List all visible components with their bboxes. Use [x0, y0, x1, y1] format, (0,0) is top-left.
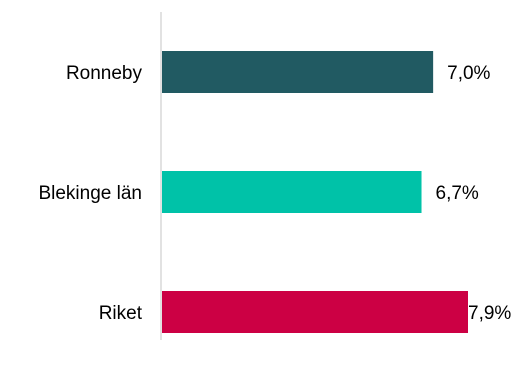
value-labels-group: 7,0% 6,7% 7,9% — [436, 63, 512, 324]
category-labels-group: Ronneby Blekinge län Riket — [38, 63, 142, 324]
category-label-1: Blekinge län — [38, 183, 142, 204]
value-label-1: 6,7% — [436, 183, 479, 204]
bar-2 — [162, 291, 468, 333]
value-label-0: 7,0% — [447, 63, 490, 84]
bars-group — [162, 51, 468, 333]
category-label-0: Ronneby — [66, 63, 143, 84]
bar-0 — [162, 51, 434, 93]
value-label-2: 7,9% — [468, 303, 511, 324]
bar-1 — [162, 171, 422, 213]
category-label-2: Riket — [99, 303, 143, 324]
